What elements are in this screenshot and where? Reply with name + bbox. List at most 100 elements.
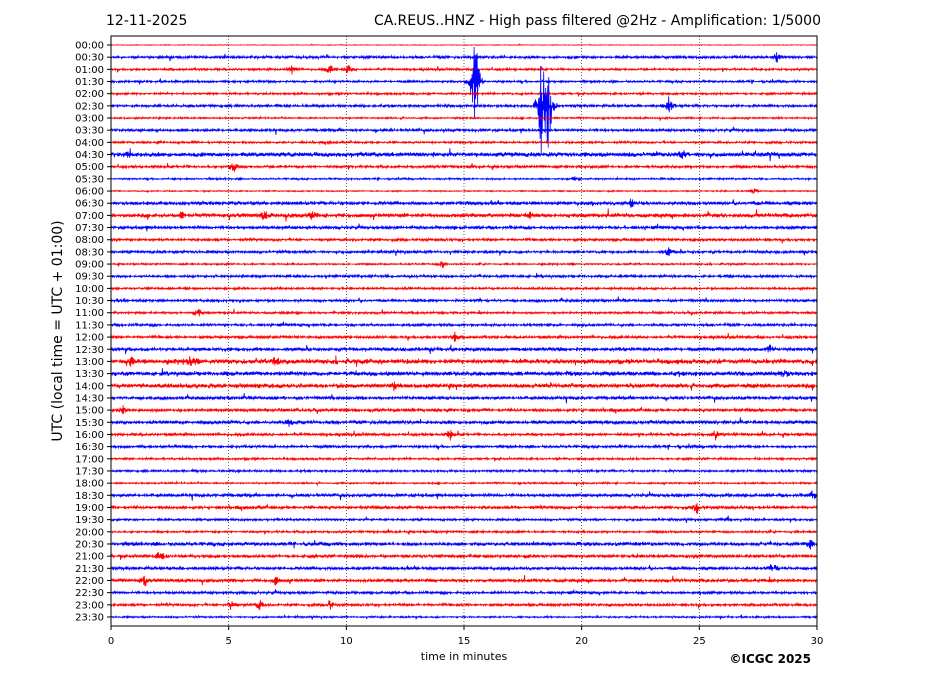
trace-0230 — [110, 65, 818, 155]
x-tick-label: 25 — [693, 636, 706, 647]
y-tick-label: 06:00 — [75, 187, 104, 198]
trace-1100 — [110, 308, 818, 317]
trace-2030 — [110, 539, 818, 550]
y-tick-label: 21:00 — [75, 552, 104, 563]
trace-1530 — [110, 417, 818, 427]
trace-0800 — [110, 236, 818, 244]
y-tick-label: 10:00 — [75, 284, 104, 295]
y-tick-label: 03:00 — [75, 114, 104, 125]
trace-2100 — [110, 552, 818, 561]
trace-1830 — [110, 490, 818, 501]
trace-1500 — [110, 405, 818, 415]
trace-0930 — [110, 272, 818, 280]
trace-0900 — [110, 261, 818, 268]
x-tick-label: 5 — [225, 636, 231, 647]
trace-0330 — [110, 126, 817, 135]
trace-0630 — [110, 198, 818, 208]
y-tick-label: 07:00 — [75, 211, 104, 222]
trace-0400 — [110, 139, 818, 146]
y-tick-label: 05:00 — [75, 162, 104, 173]
y-tick-label: 15:30 — [75, 418, 104, 429]
y-tick-label: 23:30 — [75, 613, 104, 624]
trace-0830 — [110, 247, 818, 257]
trace-1730 — [110, 467, 818, 474]
y-tick-label: 22:30 — [75, 588, 104, 599]
date-title: 12-11-2025 — [106, 13, 187, 29]
trace-0530 — [110, 176, 818, 182]
y-tick-label: 16:30 — [75, 442, 104, 453]
y-tick-label: 18:00 — [75, 479, 104, 490]
trace-2130 — [110, 564, 818, 572]
y-tick-label: 20:00 — [75, 527, 104, 538]
y-tick-label: 21:30 — [75, 564, 104, 575]
y-tick-label: 02:00 — [75, 89, 104, 100]
y-tick-label: 15:00 — [75, 406, 104, 417]
trace-1930 — [110, 515, 818, 524]
y-tick-label: 05:30 — [75, 174, 104, 185]
y-tick-label: 04:30 — [75, 150, 104, 161]
trace-1900 — [110, 503, 818, 515]
x-axis-label: time in minutes — [421, 650, 508, 663]
trace-0600 — [110, 188, 818, 194]
trace-0200 — [110, 90, 818, 97]
x-tick-label: 0 — [108, 636, 114, 647]
trace-1030 — [110, 296, 818, 304]
y-tick-label: 12:30 — [75, 345, 104, 356]
trace-1130 — [110, 321, 818, 329]
y-tick-label: 09:00 — [75, 260, 104, 271]
trace-0130 — [110, 46, 818, 120]
trace-1230 — [110, 344, 818, 355]
trace-1700 — [110, 455, 818, 462]
y-tick-label: 00:00 — [75, 41, 104, 52]
trace-1600 — [110, 429, 818, 441]
x-tick-label: 30 — [811, 636, 824, 647]
y-tick-label: 23:00 — [75, 600, 104, 611]
trace-0030 — [110, 52, 818, 63]
trace-1000 — [110, 285, 818, 292]
trace-1200 — [110, 331, 818, 343]
trace-2200 — [110, 574, 818, 587]
y-tick-label: 13:00 — [75, 357, 104, 368]
trace-0300 — [110, 115, 818, 121]
trace-1400 — [110, 381, 818, 392]
trace-2230 — [110, 589, 818, 596]
chart-title: CA.REUS..HNZ - High pass filtered @2Hz -… — [374, 13, 821, 29]
y-tick-label: 02:30 — [75, 101, 104, 112]
y-tick-label: 16:00 — [75, 430, 104, 441]
y-tick-label: 22:00 — [75, 576, 104, 587]
trace-1430 — [110, 393, 818, 404]
y-tick-label: 12:00 — [75, 333, 104, 344]
copyright: ©ICGC 2025 — [729, 652, 811, 666]
y-tick-label: 00:30 — [75, 53, 104, 64]
y-tick-label: 08:00 — [75, 235, 104, 246]
y-tick-label: 19:00 — [75, 503, 104, 514]
y-tick-label: 17:00 — [75, 454, 104, 465]
trace-0700 — [110, 208, 818, 222]
y-tick-label: 17:30 — [75, 466, 104, 477]
trace-0100 — [110, 65, 818, 75]
y-tick-label: 13:30 — [75, 369, 104, 380]
trace-2330 — [110, 613, 818, 621]
trace-1300 — [110, 355, 818, 367]
y-tick-label: 04:00 — [75, 138, 104, 149]
trace-1800 — [110, 480, 818, 487]
y-tick-label: 06:30 — [75, 199, 104, 210]
y-tick-label: 09:30 — [75, 272, 104, 283]
trace-0430 — [110, 148, 818, 162]
y-tick-label: 19:30 — [75, 515, 104, 526]
y-tick-label: 11:00 — [75, 308, 104, 319]
y-tick-label: 14:30 — [75, 393, 104, 404]
trace-0730 — [110, 223, 818, 232]
y-tick-label: 03:30 — [75, 126, 104, 137]
trace-0000 — [110, 43, 818, 47]
y-tick-label: 11:30 — [75, 320, 104, 331]
trace-1630 — [110, 443, 818, 450]
y-tick-label: 18:30 — [75, 491, 104, 502]
x-tick-label: 15 — [458, 636, 471, 647]
trace-0500 — [110, 162, 818, 172]
x-tick-label: 10 — [340, 636, 353, 647]
y-tick-label: 01:30 — [75, 77, 104, 88]
y-tick-label: 10:30 — [75, 296, 104, 307]
y-tick-label: 20:30 — [75, 539, 104, 550]
